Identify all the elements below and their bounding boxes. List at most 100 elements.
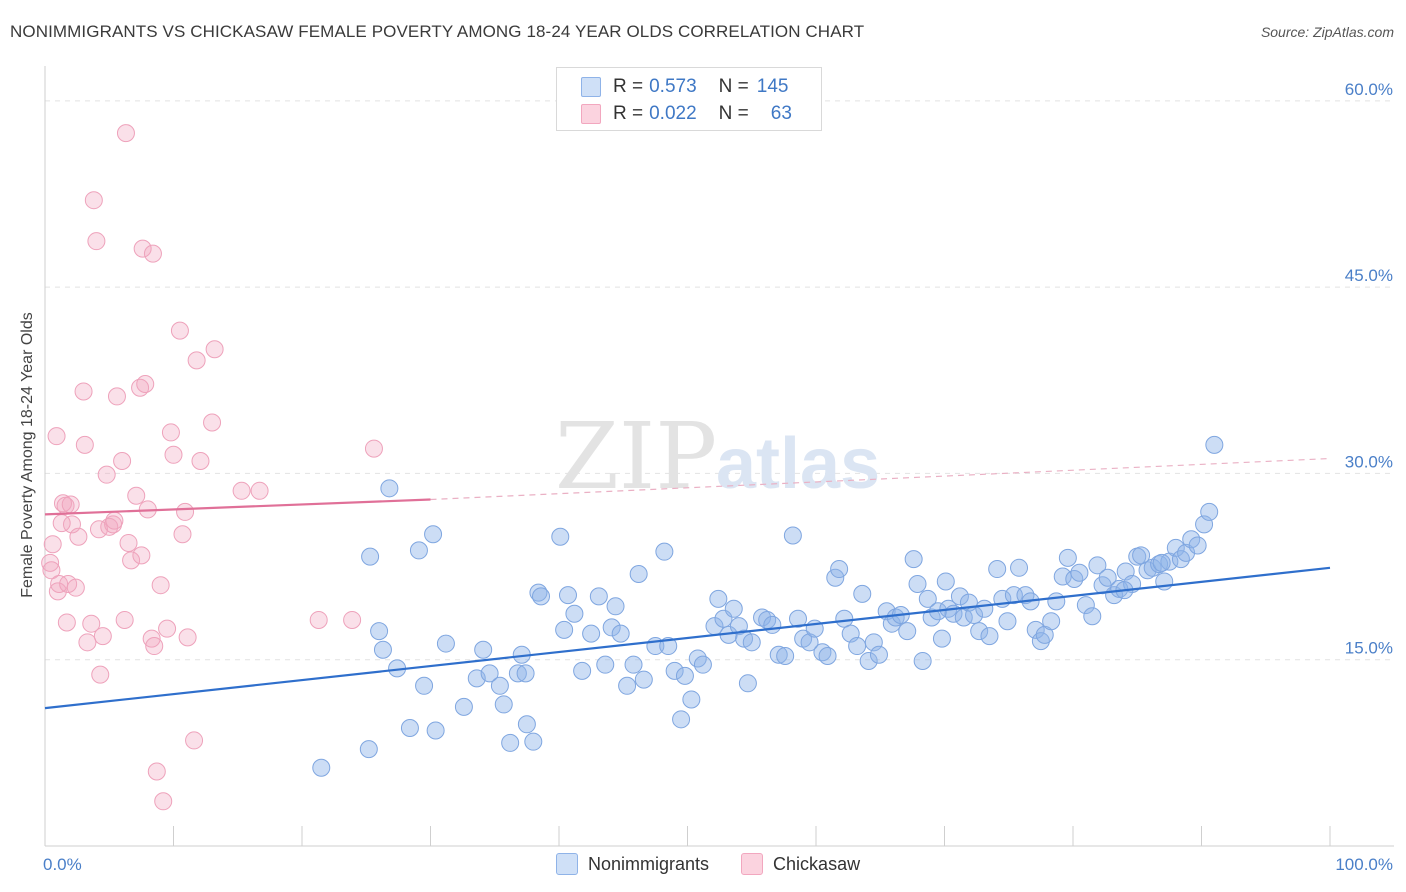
chickasaw-point [343, 610, 362, 629]
nonimmigrants-point [582, 624, 601, 643]
nonimmigrants-point [551, 527, 570, 546]
chickasaw-point [74, 382, 93, 401]
chickasaw-point [42, 561, 61, 580]
nonimmigrants-point [1042, 612, 1061, 631]
chickasaw-point [173, 525, 192, 544]
nonimmigrants-point [1058, 548, 1077, 567]
legend-n-value: 145 [756, 76, 789, 97]
nonimmigrants-point [826, 568, 845, 587]
watermark-zip: ZIP [555, 403, 717, 510]
nonimmigrants-point [1138, 561, 1157, 580]
nonimmigrants-point [1188, 536, 1207, 555]
nonimmigrants-point [611, 624, 630, 643]
source-label: Source: ZipAtlas.com [1260, 24, 1394, 40]
nonimmigrants-point [501, 733, 520, 752]
nonimmigrants-point [998, 612, 1017, 631]
series-legend: Nonimmigrants Chickasaw [556, 851, 892, 877]
axes [44, 66, 1394, 847]
x-tick-label: 0.0% [43, 855, 82, 874]
nonimmigrants-point [848, 637, 867, 656]
nonimmigrants-point [913, 651, 932, 670]
nonimmigrants-point [573, 661, 592, 680]
nonimmigrants-point [555, 620, 574, 639]
nonimmigrants-point [936, 572, 955, 591]
chickasaw-point [116, 124, 135, 143]
y-tick-label: 30.0% [1345, 452, 1393, 471]
chickasaw-point [250, 481, 269, 500]
nonimmigrants-point [769, 645, 788, 664]
chickasaw-point [187, 351, 206, 370]
legend-item-chickasaw: Chickasaw [741, 853, 860, 875]
legend-n-label: N = [718, 103, 749, 124]
legend-label-chickasaw: Chickasaw [773, 853, 861, 874]
trend-lines [44, 457, 1331, 710]
nonimmigrants-point [606, 597, 625, 616]
chickasaw-point [176, 502, 195, 521]
chickasaw-point [61, 495, 80, 514]
nonimmigrants-point [950, 587, 969, 606]
chickasaw-point [57, 613, 76, 632]
chickasaw-point [119, 533, 138, 552]
nonimmigrants-points [312, 435, 1224, 777]
chickasaw-point [145, 637, 164, 656]
nonimmigrants-point [618, 676, 637, 695]
nonimmigrants-point [516, 664, 535, 683]
nonimmigrants-point [818, 646, 837, 665]
nonimmigrants-point [1010, 558, 1029, 577]
chickasaw-point [161, 423, 180, 442]
chickasaw-point [191, 452, 210, 470]
chickasaw-point [97, 465, 116, 484]
nonimmigrants-point [1166, 538, 1185, 557]
legend-swatch-nonimmigrants [556, 853, 578, 875]
nonimmigrants-point [1026, 620, 1045, 639]
chickasaw-point [309, 610, 328, 629]
nonimmigrants-point [629, 565, 648, 584]
chickasaw-point [48, 582, 67, 601]
chickasaw-point [82, 614, 101, 633]
nonimmigrants-point [918, 589, 937, 608]
y-tick-label: 15.0% [1345, 639, 1393, 658]
nonimmigrants-point [724, 599, 743, 618]
chickasaw-point [203, 413, 222, 432]
nonimmigrants-point [898, 622, 917, 641]
chickasaw-point [136, 375, 155, 393]
nonimmigrants-point [490, 676, 509, 695]
chickasaw-point [154, 792, 173, 811]
nonimmigrants-point [532, 587, 551, 606]
nonimmigrants-point [517, 715, 536, 734]
nonimmigrants-point [454, 697, 473, 716]
legend-n-label: N = [718, 76, 749, 97]
nonimmigrants-point [904, 550, 923, 569]
nonimmigrants-point [359, 740, 378, 759]
legend-item-nonimmigrants: Nonimmigrants [556, 853, 709, 875]
chickasaw-point [133, 239, 152, 258]
nonimmigrants-point [682, 690, 701, 709]
nonimmigrants-point [932, 629, 951, 648]
chickasaw-point [185, 731, 204, 750]
nonimmigrants-point [693, 655, 712, 674]
nonimmigrants-point [436, 634, 455, 653]
watermark: ZIP atlas [555, 403, 880, 510]
nonimmigrants-point [1053, 567, 1072, 586]
chickasaw-point [53, 494, 72, 513]
nonimmigrants-point [659, 637, 678, 656]
chickasaw-point [93, 627, 112, 646]
chickasaw-trend-line [44, 498, 431, 516]
nonimmigrants-point [665, 661, 684, 680]
chickasaw-point [78, 633, 97, 652]
nonimmigrants-point [370, 622, 389, 641]
nonimmigrants-point [835, 609, 854, 628]
chickasaw-point [91, 665, 110, 684]
legend-swatch-chickasaw [581, 104, 601, 124]
nonimmigrants-point [1205, 435, 1224, 454]
chickasaw-points [41, 124, 383, 811]
nonimmigrants-point [480, 664, 499, 683]
y-tick-label: 45.0% [1345, 266, 1393, 285]
legend-r-label: R = [613, 76, 644, 97]
nonimmigrants-point [738, 674, 757, 693]
nonimmigrants-point [400, 719, 419, 738]
legend-r-label: R = [613, 103, 644, 124]
nonimmigrants-point [800, 633, 819, 652]
tick-labels: 15.0% 30.0% 45.0% 60.0% 0.0% 100.0% [43, 80, 1393, 874]
